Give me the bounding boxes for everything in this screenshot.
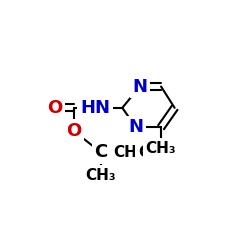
Text: C: C — [94, 144, 108, 162]
Text: HN: HN — [80, 99, 110, 117]
Text: CH₃: CH₃ — [138, 145, 168, 160]
Text: CH₃: CH₃ — [86, 168, 116, 183]
Text: CH₃: CH₃ — [146, 141, 176, 156]
Text: CH₃: CH₃ — [113, 145, 144, 160]
Text: O: O — [47, 99, 62, 117]
Text: O: O — [66, 122, 82, 140]
Text: N: N — [132, 78, 147, 96]
Text: N: N — [128, 118, 144, 136]
